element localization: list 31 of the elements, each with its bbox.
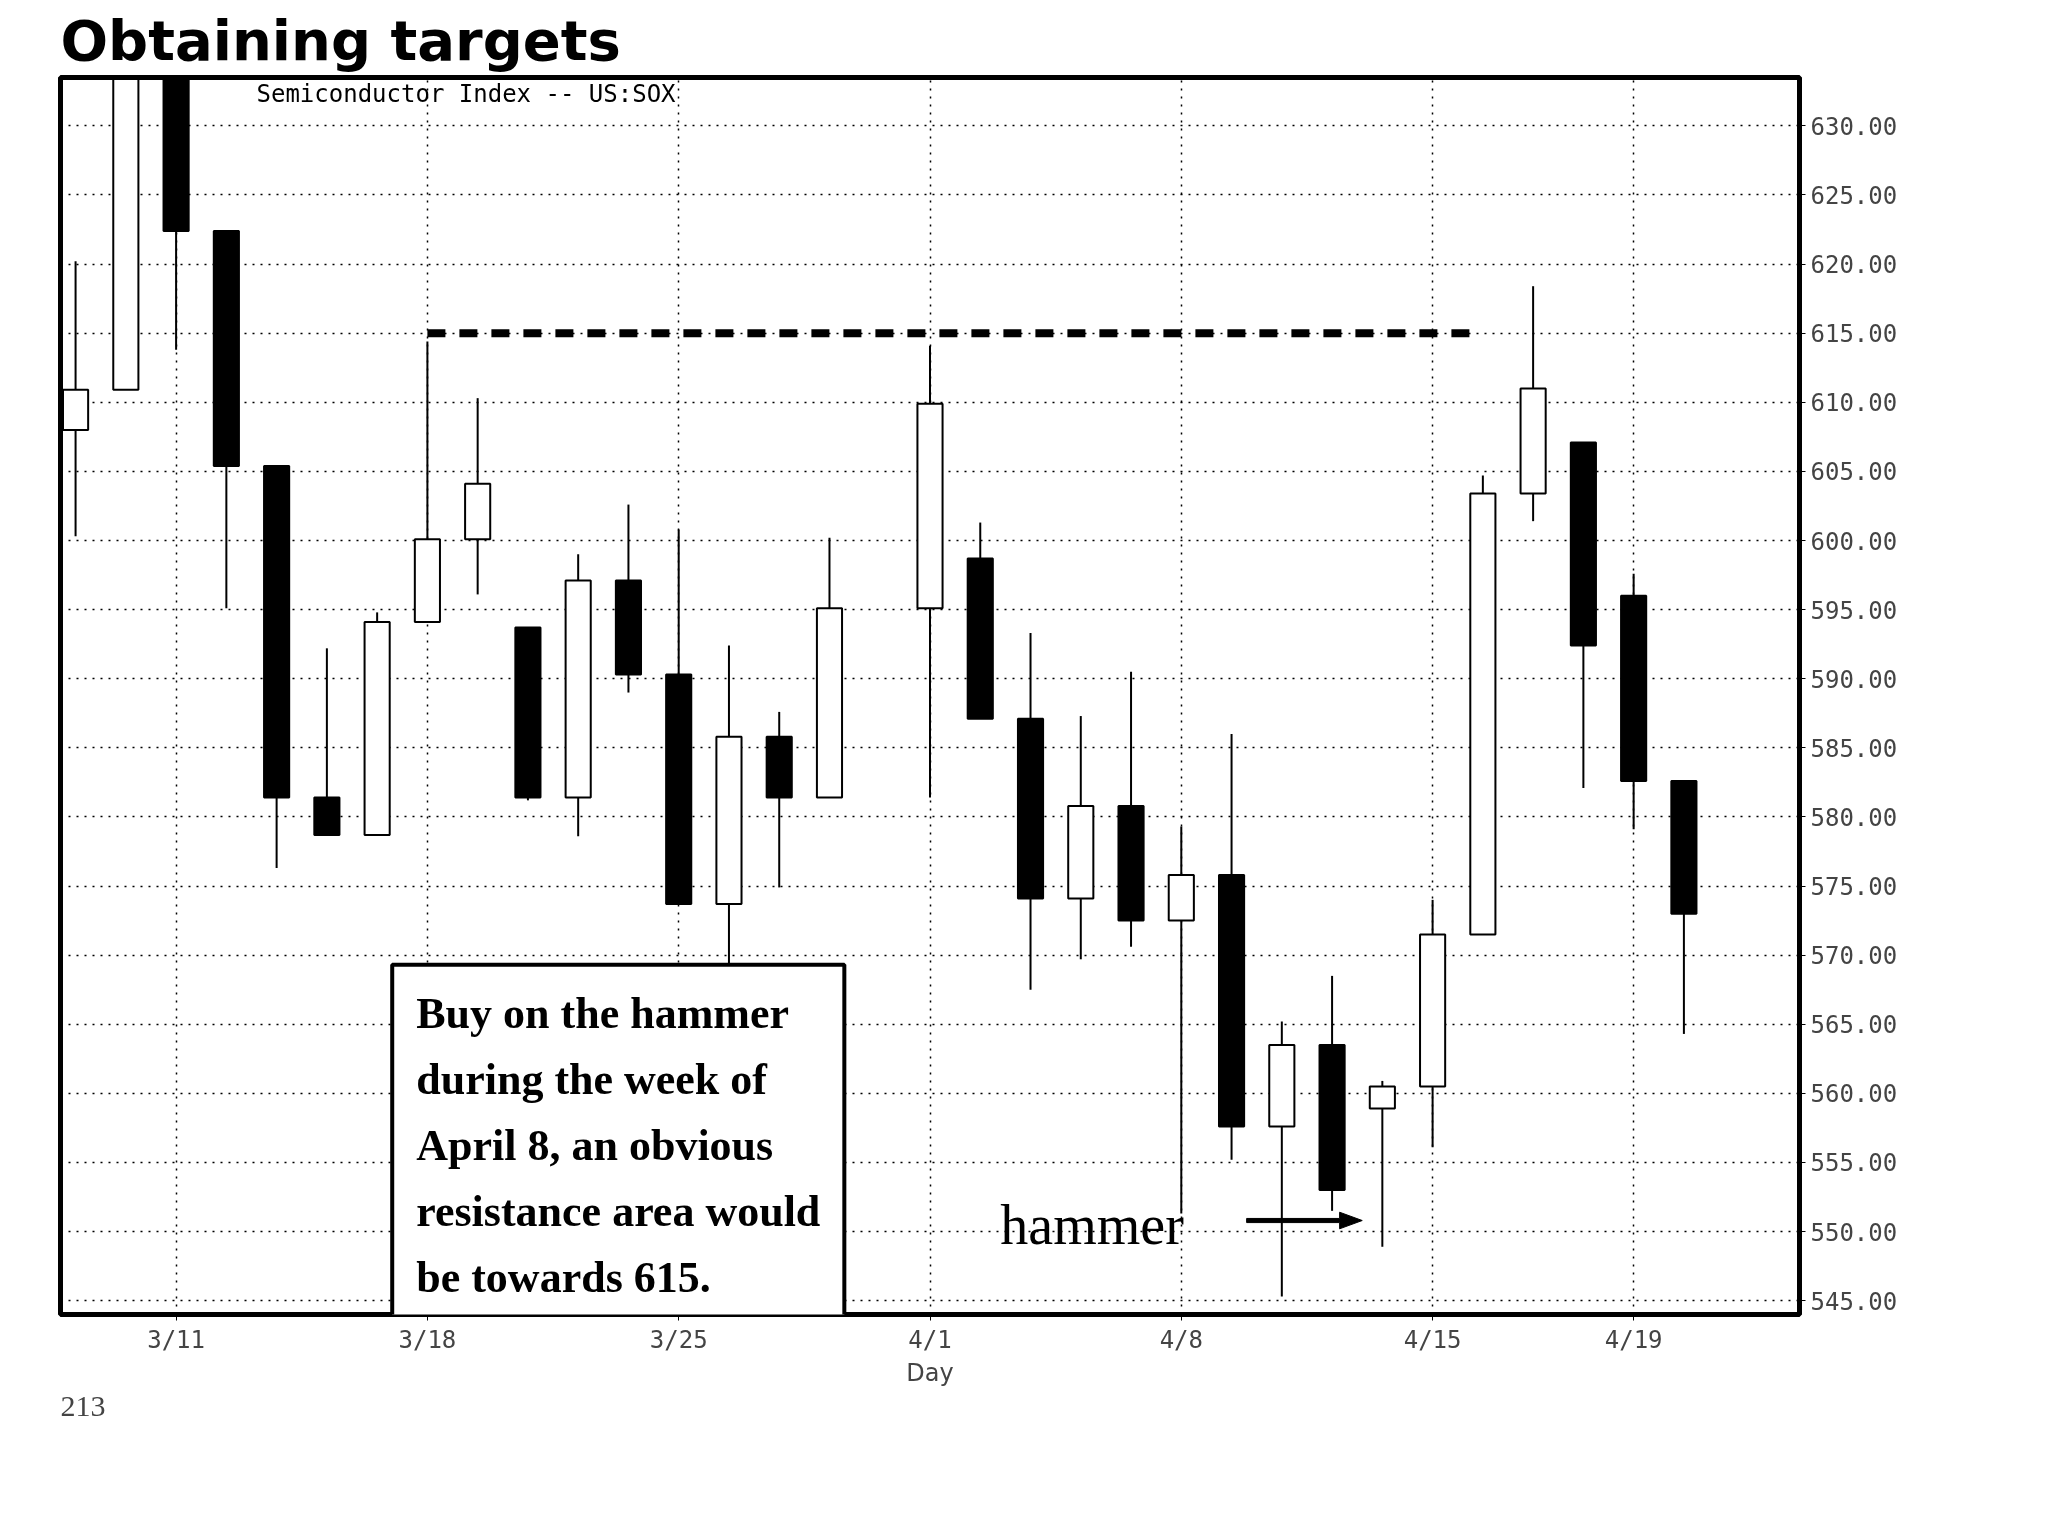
y-tick-label: 625.00 <box>1810 181 1898 210</box>
y-tick-label: 560.00 <box>1810 1080 1898 1109</box>
annotation: Buy on the hammer during the week of April 8, an obvious resistance area would be towards 615. <box>416 988 821 1303</box>
x-tick-label: 4/19 <box>1604 1325 1663 1354</box>
x-tick-label: 3/11 <box>147 1325 205 1354</box>
y-tick-label: 615.00 <box>1810 320 1898 349</box>
text: 213 <box>60 1388 106 1422</box>
y-tick-label: 600.00 <box>1810 527 1898 556</box>
y-tick-label: 575.00 <box>1810 873 1898 902</box>
y-tick-label: 570.00 <box>1810 942 1898 971</box>
y-tick-label: 545.00 <box>1810 1287 1898 1316</box>
y-tick-label: 565.00 <box>1810 1011 1898 1040</box>
chart-subtitle: Semiconductor Index -- US:SOX <box>256 79 677 108</box>
chart-title: Obtaining targets <box>60 7 621 73</box>
x-tick-label: 4/15 <box>1403 1325 1462 1354</box>
x-axis-title: Day <box>906 1358 954 1387</box>
y-tick-label: 605.00 <box>1810 458 1898 487</box>
annotation: hammer <box>1000 1193 1185 1256</box>
y-tick-label: 580.00 <box>1810 803 1898 832</box>
x-tick-label: 4/8 <box>1159 1325 1203 1354</box>
y-tick-label: 585.00 <box>1810 734 1898 763</box>
y-tick-label: 555.00 <box>1810 1149 1898 1178</box>
y-tick-label: 595.00 <box>1810 596 1898 625</box>
y-tick-label: 610.00 <box>1810 389 1898 418</box>
y-tick-label: 630.00 <box>1810 112 1898 141</box>
y-tick-label: 590.00 <box>1810 665 1898 694</box>
x-tick-label: 4/1 <box>908 1325 952 1354</box>
y-tick-label: 620.00 <box>1810 251 1898 280</box>
x-tick-label: 3/18 <box>398 1325 457 1354</box>
y-tick-label: 550.00 <box>1810 1218 1898 1247</box>
x-tick-label: 3/25 <box>649 1325 708 1354</box>
